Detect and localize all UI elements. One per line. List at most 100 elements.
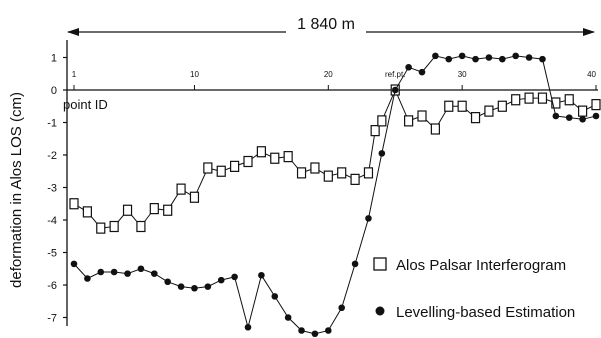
legend-label-levelling: Levelling-based Estimation [396, 304, 575, 321]
levelling-point [565, 114, 573, 121]
interferogram-point [109, 220, 119, 233]
levelling-point [231, 273, 238, 281]
interferogram-point [323, 170, 333, 182]
x-tick-label: 30 [458, 70, 467, 79]
interferogram-point [163, 204, 173, 216]
y-tick-label: -3 [47, 183, 57, 195]
interferogram-point [377, 115, 387, 127]
x-axis-label: point ID [63, 97, 108, 112]
y-axis-ticks: 1 0 -1 -2 -3 -4 -5 -6 -7 [47, 53, 67, 325]
y-axis-label: deformation in Alos LOS (cm) [8, 92, 25, 288]
x-tick-label: 40 [587, 70, 596, 79]
interferogram-point [82, 206, 92, 218]
legend-square-icon [373, 257, 387, 271]
levelling-point [244, 323, 252, 331]
levelling-point [499, 55, 506, 63]
interferogram-point [444, 100, 454, 112]
x-tick-label: 20 [324, 70, 333, 79]
interferogram-point [136, 220, 146, 233]
levelling-point [284, 314, 292, 321]
levelling-point [351, 260, 359, 268]
interferogram-point [96, 222, 106, 234]
y-tick-label: -4 [47, 215, 57, 227]
interferogram-point [230, 160, 240, 172]
levelling-point [124, 270, 131, 277]
legend-dot-icon [375, 306, 385, 316]
levelling-point [110, 268, 118, 276]
levelling-point [405, 63, 412, 71]
levelling-point [365, 215, 372, 222]
interferogram-point [470, 112, 481, 124]
span-label-bg [286, 22, 366, 42]
levelling-point [271, 293, 279, 300]
levelling-point [512, 52, 519, 60]
levelling-point [445, 55, 453, 63]
levelling-point [525, 54, 533, 61]
interferogram-point [270, 152, 280, 164]
levelling-point [204, 283, 212, 290]
levelling-point [458, 52, 466, 60]
levelling-point [579, 115, 586, 123]
interferogram-point [363, 167, 374, 179]
interferogram-point [203, 162, 213, 174]
levelling-point [177, 283, 185, 290]
y-tick-label: -7 [47, 313, 57, 325]
levelling-point [298, 327, 305, 334]
levelling-point [84, 275, 91, 282]
interferogram-point [551, 97, 561, 109]
levelling-point [217, 276, 225, 284]
interferogram-point [216, 165, 226, 177]
y-tick-label: -2 [47, 150, 57, 162]
interferogram-point [537, 92, 548, 104]
x-axis-ticks: 1 10 20 30 40 [72, 70, 597, 90]
y-tick-label: 0 [51, 85, 57, 97]
legend-label-interferogram: Alos Palsar Interferogram [396, 257, 566, 274]
interferogram-point [337, 167, 347, 179]
interferogram-point [283, 151, 293, 163]
interferogram-point [497, 100, 507, 112]
series-interferogram [69, 84, 601, 234]
legend: Alos Palsar Interferogram Levelling-base… [373, 257, 575, 321]
interferogram-point [296, 167, 307, 179]
levelling-point [485, 54, 493, 61]
interferogram-point [511, 94, 521, 106]
y-tick-label: -1 [47, 118, 57, 130]
x-tick-label: 1 [72, 70, 77, 79]
levelling-point [258, 271, 265, 279]
levelling-point [151, 270, 158, 277]
interferogram-point [578, 105, 588, 117]
interferogram-point [370, 125, 380, 137]
interferogram-point [122, 204, 133, 216]
interferogram-point [149, 203, 159, 215]
levelling-point [391, 86, 399, 94]
interferogram-point [256, 146, 266, 158]
interferogram-point [176, 183, 186, 195]
levelling-point [311, 330, 319, 338]
levelling-point [378, 150, 386, 157]
levelling-line [73, 55, 597, 335]
y-tick-label: -6 [47, 280, 57, 292]
levelling-point [552, 112, 560, 120]
y-tick-label: -5 [47, 248, 57, 260]
span-label: 1 840 m [297, 16, 355, 33]
levelling-point [137, 265, 145, 273]
interferogram-point [591, 99, 601, 111]
interferogram-point [457, 100, 467, 112]
interferogram-point [350, 173, 360, 185]
interferogram-point [189, 191, 200, 203]
levelling-point [325, 327, 332, 334]
levelling-point [539, 55, 546, 63]
series-levelling [70, 52, 600, 338]
levelling-point [472, 55, 479, 63]
interferogram-point [417, 110, 427, 122]
interferogram-point [243, 155, 253, 168]
interferogram-point [524, 92, 534, 104]
levelling-point [164, 278, 171, 286]
levelling-point [432, 52, 439, 60]
levelling-point [191, 284, 198, 292]
levelling-point [97, 268, 105, 276]
levelling-point [70, 260, 78, 268]
interferogram-point [69, 198, 79, 210]
x-tick-label: 10 [190, 70, 199, 79]
